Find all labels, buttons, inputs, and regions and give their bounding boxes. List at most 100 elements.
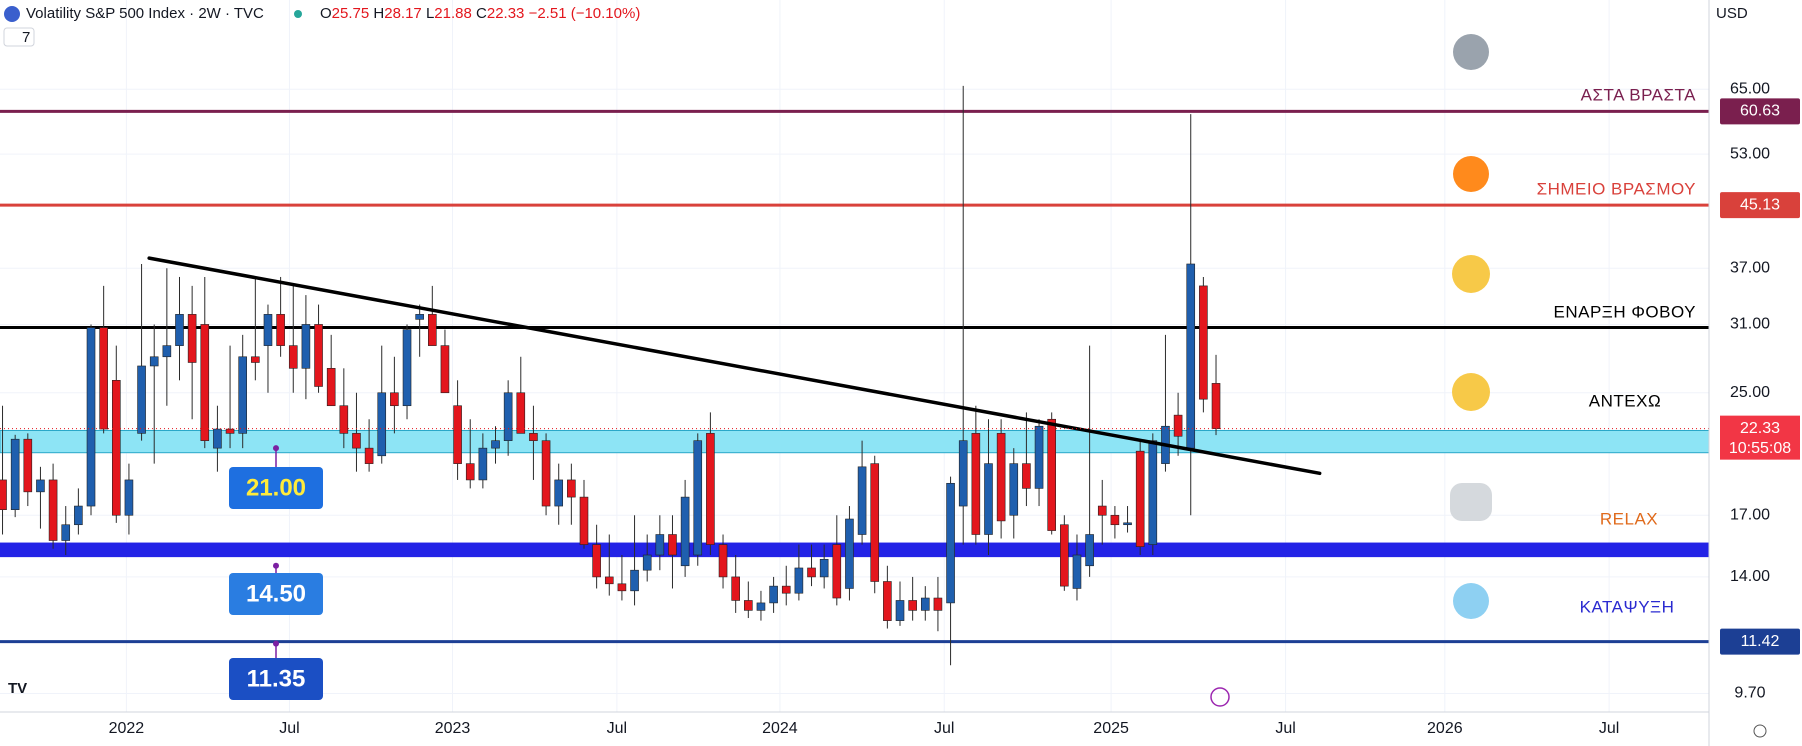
indicator-toggle[interactable] bbox=[3, 27, 35, 47]
bubble-anchor bbox=[273, 640, 279, 647]
settings-icon[interactable] bbox=[1753, 724, 1767, 738]
candle-body bbox=[377, 392, 387, 457]
candle-body bbox=[630, 569, 639, 592]
candle-body bbox=[428, 314, 437, 346]
candle-body bbox=[314, 324, 323, 387]
c-value: 22.33 bbox=[487, 5, 525, 22]
candle-body bbox=[111, 380, 121, 516]
candle-body bbox=[1186, 263, 1196, 449]
candle-body bbox=[807, 567, 816, 578]
candle-body bbox=[933, 597, 943, 611]
x-tick-label: Jul bbox=[934, 720, 954, 737]
candle-body bbox=[895, 600, 905, 621]
y-tick-label: 9.70 bbox=[1734, 685, 1765, 702]
candle-body bbox=[529, 433, 538, 441]
candle-body bbox=[541, 440, 551, 507]
y-tick-label: 65.00 bbox=[1730, 81, 1770, 98]
candle-body bbox=[465, 463, 475, 481]
tv-logo: TV bbox=[8, 680, 27, 697]
candle-body bbox=[1135, 450, 1145, 547]
x-tick-label: Jul bbox=[607, 720, 627, 737]
candle-body bbox=[276, 314, 285, 346]
l-value: 21.88 bbox=[434, 5, 472, 22]
bubble bbox=[229, 467, 323, 509]
candle-body bbox=[200, 324, 210, 441]
snow-icon bbox=[1453, 583, 1489, 619]
candle-body bbox=[781, 585, 791, 594]
candle-body bbox=[48, 479, 58, 541]
candle-body bbox=[554, 479, 564, 507]
x-tick-label: 2022 bbox=[109, 720, 145, 737]
candle-body bbox=[352, 433, 361, 449]
level-badge-label: 60.63 bbox=[1740, 103, 1780, 120]
candle-body bbox=[680, 496, 690, 567]
coffee-icon bbox=[1450, 483, 1492, 521]
candle-body bbox=[137, 365, 146, 434]
x-tick-label: Jul bbox=[279, 720, 299, 737]
y-tick-label: 53.00 bbox=[1730, 145, 1770, 162]
candle-body bbox=[478, 447, 488, 481]
candle-body bbox=[920, 597, 930, 611]
h-letter: H bbox=[373, 5, 384, 22]
candle-body bbox=[1211, 383, 1221, 429]
overlay: 21.00 14.50 11.35 bbox=[0, 256, 1709, 700]
candle-body bbox=[390, 392, 399, 407]
currency: USD bbox=[1716, 5, 1748, 22]
candles bbox=[0, 85, 1221, 666]
candle-body bbox=[162, 345, 172, 358]
status-dot bbox=[294, 10, 302, 18]
candle-body bbox=[61, 524, 71, 541]
candle-body bbox=[149, 356, 159, 367]
candle-body bbox=[718, 544, 728, 578]
bubble-label: 11.35 bbox=[247, 665, 306, 692]
h-value: 28.17 bbox=[384, 5, 422, 22]
candle-body bbox=[263, 314, 273, 346]
symbol-title: Volatility S&P 500 Index · 2W · TVC bbox=[26, 5, 264, 22]
axes: 65.00 53.00 37.00 31.00 25.00 17.00 14.00 9.70 2… bbox=[109, 81, 1800, 737]
countdown: 10:55:08 bbox=[1729, 440, 1791, 457]
candle-body bbox=[1173, 414, 1183, 437]
zone-label: ΕΝΑΡΞΗ ΦΟΒΟΥ bbox=[1554, 302, 1696, 321]
candle-body bbox=[946, 482, 955, 604]
candle-body bbox=[1034, 425, 1044, 489]
bubble-label: 14.50 bbox=[246, 580, 306, 607]
candle-body bbox=[1097, 505, 1107, 516]
candle-body bbox=[225, 428, 235, 434]
candle-body bbox=[23, 438, 33, 493]
zone-label: ΚΑΤΑΨΥΞΗ bbox=[1580, 597, 1675, 616]
candle-body bbox=[251, 356, 260, 363]
indicator-count: 7 bbox=[22, 29, 30, 46]
candle-body bbox=[693, 440, 703, 556]
candle-body bbox=[870, 463, 880, 582]
candle-body bbox=[339, 405, 349, 434]
trendline bbox=[147, 256, 1322, 476]
band bbox=[0, 429, 1710, 454]
candle-body bbox=[996, 433, 1006, 522]
candle-body bbox=[592, 544, 601, 578]
candle-body bbox=[1072, 554, 1082, 589]
worried-icon bbox=[1452, 255, 1490, 293]
candle-body bbox=[402, 329, 412, 407]
last-price-badge bbox=[1720, 415, 1800, 460]
level-badge bbox=[1720, 628, 1800, 655]
candle-body bbox=[1047, 418, 1056, 531]
candle-body bbox=[655, 534, 665, 556]
x-tick-label: 2026 bbox=[1427, 720, 1463, 737]
candle-body bbox=[971, 433, 981, 535]
candle-body bbox=[845, 518, 854, 589]
candle-body bbox=[1009, 463, 1019, 516]
candle-body bbox=[491, 440, 500, 449]
x-tick-label: Jul bbox=[1275, 720, 1295, 737]
y-tick-label: 31.00 bbox=[1730, 316, 1770, 333]
candle-body bbox=[1060, 524, 1069, 587]
candle-body bbox=[794, 567, 804, 594]
candle-body bbox=[756, 602, 766, 611]
x-tick-label: 2023 bbox=[435, 720, 471, 737]
candle-body bbox=[857, 466, 867, 535]
tornado-icon bbox=[1453, 34, 1489, 70]
y-tick-label: 37.00 bbox=[1730, 259, 1770, 276]
zone-label: ΣΗΜΕΙΟ ΒΡΑΣΜΟΥ bbox=[1537, 179, 1696, 198]
event-icon[interactable] bbox=[1210, 687, 1230, 707]
candle-body bbox=[175, 314, 184, 346]
candle-body bbox=[744, 600, 753, 611]
